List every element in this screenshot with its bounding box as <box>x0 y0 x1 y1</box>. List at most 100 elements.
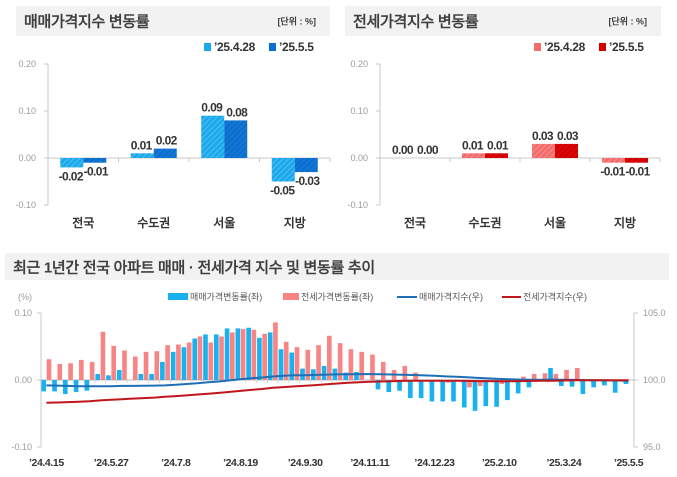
jeonse-change-bar <box>89 361 95 380</box>
y-tick-label: 0.00 <box>18 153 36 163</box>
jeonse-change-bar <box>370 354 375 380</box>
bar-hatch-overlay <box>462 153 485 158</box>
sale-change-bar <box>267 332 273 380</box>
sale-change-chart: 0.20 0.10 0.00 -0.10 전국 -0.02 -0.01 수도권 0.01 0.02… <box>15 40 331 230</box>
sale-change-bar <box>548 367 553 380</box>
legend-swatch <box>599 43 606 51</box>
sale-change-bar <box>408 380 413 399</box>
legend-swatch-sale-change <box>168 293 188 300</box>
sale-change-bar <box>386 380 392 393</box>
sale-change-bar <box>440 380 446 402</box>
sale-change-bar <box>63 380 68 395</box>
jeonse-change-bar <box>337 343 343 380</box>
bar-hatch-overlay <box>602 158 625 163</box>
jeonse-change-bar <box>197 336 203 380</box>
category-label: 서울 <box>213 215 235 230</box>
jeonse-change-title-bar: 전세가격지수 변동률 [단위 : %] <box>345 6 661 36</box>
left-axis-unit: (%) <box>18 292 32 302</box>
value-label: 0.01 <box>131 138 153 152</box>
sale-change-bar <box>483 380 489 407</box>
sale-change-bar <box>515 380 521 394</box>
legend-label: 매매가격지수(우) <box>419 291 483 302</box>
jeonse-change-bar <box>176 344 181 380</box>
jeonse-change-bar <box>79 359 84 380</box>
legend-label: 매매가격변동률(좌) <box>190 291 262 302</box>
jeonse-change-bar <box>165 345 170 380</box>
sale-change-bar <box>95 373 100 380</box>
jeonse-change-bar <box>467 380 472 388</box>
jeonse-change-bar <box>294 347 300 380</box>
sale-change-bar <box>375 380 381 390</box>
jeonse-change-bar <box>316 345 321 380</box>
sale-index-line <box>46 373 629 388</box>
value-label: 0.08 <box>226 105 248 119</box>
jeonse-change-bar <box>251 329 257 380</box>
sale-change-bar <box>224 328 230 380</box>
jeonse-change-bar <box>477 380 483 387</box>
y-tick-label: -0.10 <box>15 200 36 210</box>
bar-hatch-overlay <box>625 158 648 163</box>
value-label: -0.01 <box>625 165 650 179</box>
sale-change-unit-label: [단위 : %] <box>277 16 316 27</box>
sale-change-bar <box>343 372 348 380</box>
y-tick-label: 0.20 <box>350 59 368 69</box>
bar-hatch-overlay <box>485 153 508 158</box>
sale-change-bar <box>278 349 284 380</box>
sale-change-bar <box>257 337 262 380</box>
sale-change-bar <box>623 380 629 385</box>
sale-change-bar <box>472 380 478 411</box>
left-tick-label: 0.00 <box>14 375 32 385</box>
bar-hatch-overlay <box>532 143 555 158</box>
jeonse-change-bar <box>143 351 149 380</box>
value-label: -0.03 <box>295 174 320 188</box>
sale-change-bar <box>138 373 144 380</box>
value-label: -0.05 <box>270 184 295 198</box>
legend-label: ’25.5.5 <box>609 40 644 54</box>
y-tick-label: 0.10 <box>350 106 368 116</box>
legend-swatch <box>534 43 541 51</box>
jeonse-change-bar <box>208 342 214 380</box>
jeonse-change-bar <box>564 369 569 380</box>
sale-change-bar <box>203 334 208 380</box>
jeonse-change-bar <box>413 372 418 380</box>
trend-chart: 0.10 0.00 -0.10 105.0 100.0 95.0 (%) ’24.4.15 ’2… <box>11 291 665 469</box>
right-tick-label: 95.0 <box>643 442 661 452</box>
x-tick-label: ’24.12.23 <box>414 457 455 469</box>
jeonse-change-bar <box>154 351 160 380</box>
category-label: 지방 <box>614 215 636 230</box>
sale-change-bar <box>451 380 456 402</box>
category-label: 전국 <box>72 215 94 230</box>
sale-change-bar <box>429 380 435 402</box>
value-label: 0.01 <box>487 138 509 152</box>
y-tick-label: 0.00 <box>350 153 368 163</box>
value-label: 0.09 <box>201 101 223 115</box>
x-tick-label: ’24.7.8 <box>161 457 191 469</box>
x-tick-label: ’25.3.24 <box>547 457 582 469</box>
jeonse-change-bar <box>327 335 332 380</box>
jeonse-change-bar <box>229 332 235 380</box>
jeonse-change-bar <box>273 322 278 380</box>
x-tick-label: ’24.4.15 <box>29 457 64 469</box>
legend-swatch-jeonse-change <box>283 293 299 300</box>
sale-change-bar <box>149 373 154 380</box>
value-label: 0.03 <box>532 129 554 143</box>
sale-change-bar <box>160 361 165 380</box>
sale-change-bar <box>580 380 586 395</box>
sale-change-bar <box>354 371 359 380</box>
sale-change-bar <box>41 380 47 392</box>
jeonse-change-title: 전세가격지수 변동률 <box>353 13 479 31</box>
bar-hatch-overlay <box>153 148 177 158</box>
jeonse-change-bar <box>219 336 224 380</box>
category-label: 전국 <box>404 215 426 230</box>
category-label: 수도권 <box>468 216 501 230</box>
sale-change-bar <box>192 338 198 380</box>
bar-hatch-overlay <box>60 158 84 168</box>
y-tick-label: 0.10 <box>18 106 36 116</box>
right-tick-label: 100.0 <box>643 375 666 385</box>
x-tick-label: ’24.11.11 <box>350 457 390 469</box>
sale-change-bar <box>289 352 295 380</box>
jeonse-change-bar <box>262 333 267 380</box>
sale-change-bar <box>321 365 327 380</box>
sale-change-bar <box>397 380 402 391</box>
